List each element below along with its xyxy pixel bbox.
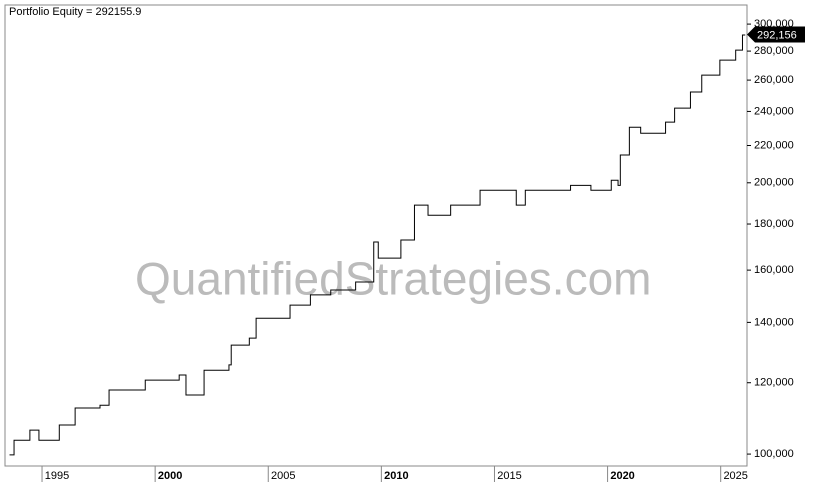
x-tick-label: 2000: [158, 470, 182, 482]
y-tick-label: 140,000: [754, 316, 794, 328]
watermark: QuantifiedStrategies.com: [135, 252, 652, 304]
y-tick-label: 200,000: [754, 177, 794, 189]
last-value-badge: [747, 26, 805, 43]
y-tick-label: 260,000: [754, 74, 794, 86]
x-tick-label: 2010: [384, 470, 408, 482]
x-tick-label: 2015: [497, 470, 521, 482]
y-tick-label: 100,000: [754, 448, 794, 460]
equity-line: [9, 34, 746, 456]
y-tick-label: 220,000: [754, 139, 794, 151]
y-tick-label: 120,000: [754, 377, 794, 389]
x-tick-label: 2020: [610, 470, 634, 482]
chart-title: Portfolio Equity = 292155.9: [9, 6, 141, 18]
y-tick-label: 280,000: [754, 45, 794, 57]
last-value-label: 292,156: [757, 29, 797, 41]
x-tick-label: 1995: [45, 470, 69, 482]
x-tick-label: 2025: [723, 470, 747, 482]
y-tick-label: 160,000: [754, 264, 794, 276]
plot-frame: [4, 4, 748, 467]
y-tick-label: 240,000: [754, 105, 794, 117]
x-tick-label: 2005: [271, 470, 295, 482]
y-tick-label: 180,000: [754, 218, 794, 230]
